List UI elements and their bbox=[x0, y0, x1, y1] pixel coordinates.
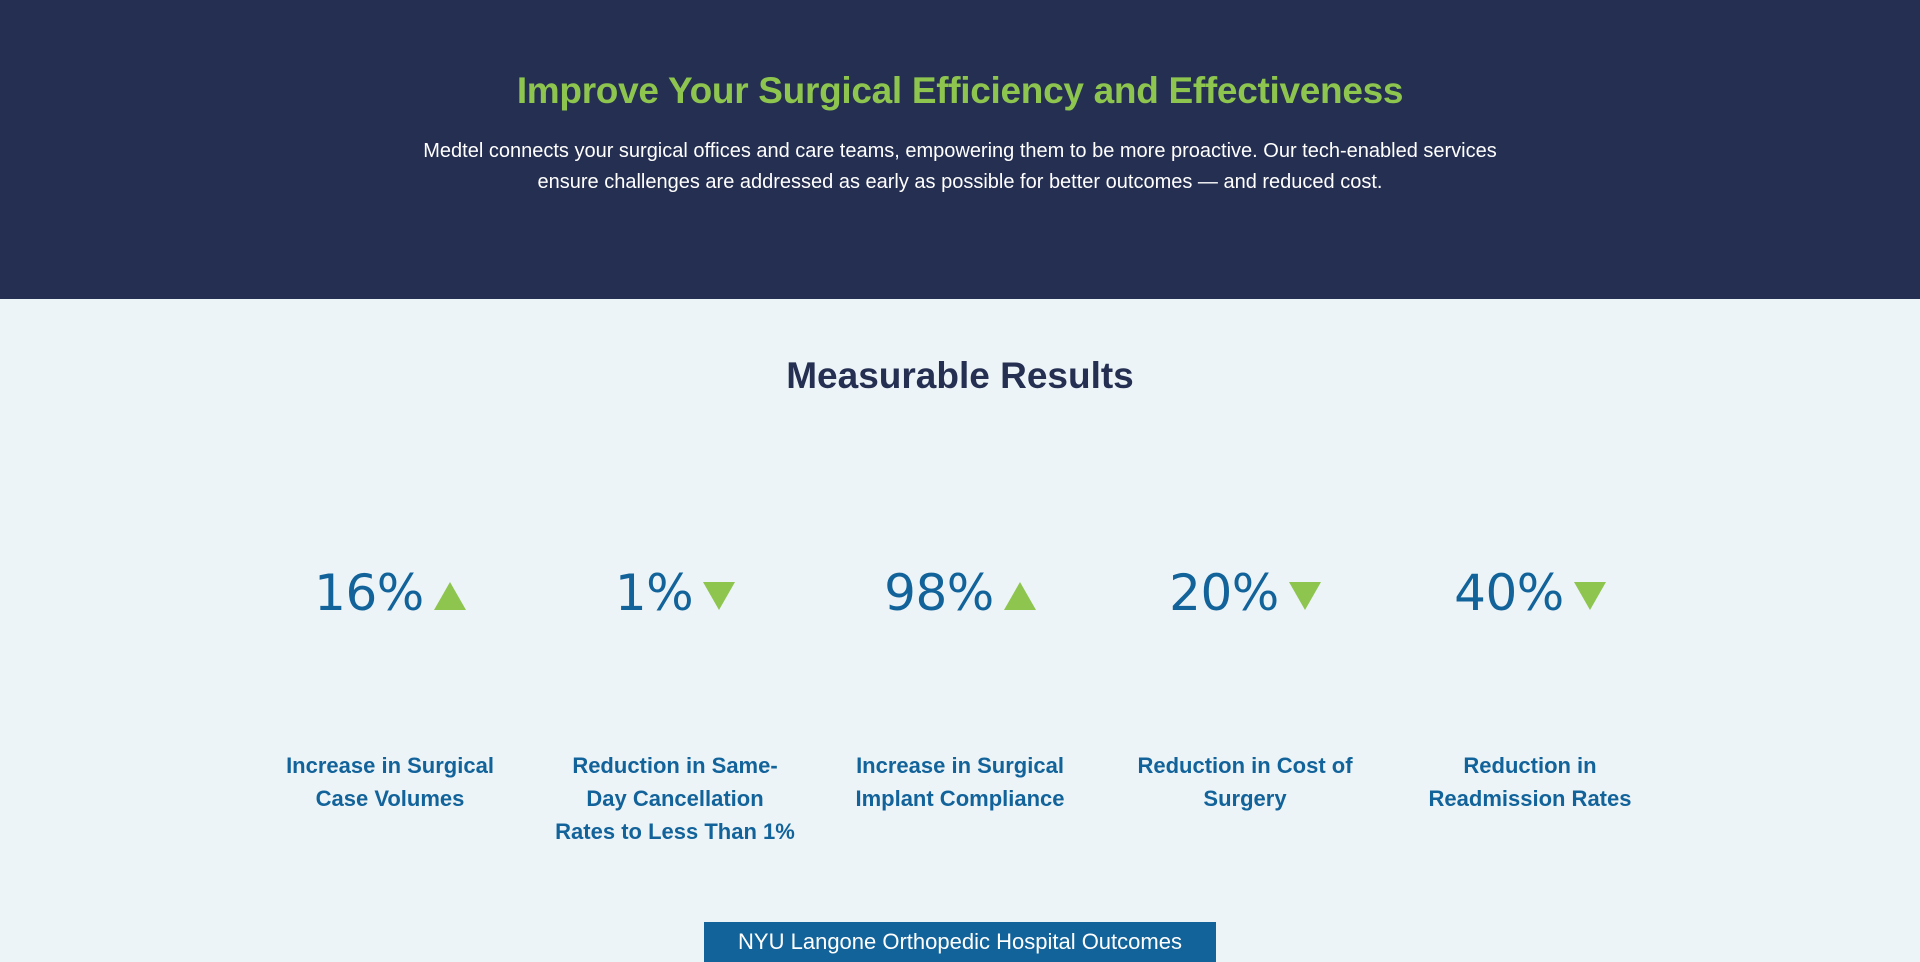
stat-value: 16% bbox=[314, 564, 424, 622]
stat-value-row: 40% bbox=[1410, 563, 1650, 623]
results-title: Measurable Results bbox=[786, 355, 1134, 396]
stat-label: Reduction in Same-Day Cancellation Rates… bbox=[555, 753, 795, 844]
stat-label: Increase in Surgical Case Volumes bbox=[286, 753, 494, 811]
stat-label: Reduction in Readmission Rates bbox=[1428, 753, 1632, 811]
arrow-up-icon bbox=[433, 582, 466, 610]
stat-value: 1% bbox=[614, 564, 694, 622]
stat-value-row: 98% bbox=[840, 563, 1080, 623]
results-section: Measurable Results 16% Increase in Surgi… bbox=[0, 299, 1920, 962]
stat-value-row: 1% bbox=[555, 563, 795, 623]
stat-value: 20% bbox=[1169, 564, 1279, 622]
stat-label: Increase in Surgical Implant Compliance bbox=[855, 753, 1065, 811]
arrow-up-icon bbox=[1003, 582, 1036, 610]
stat-value-row: 16% bbox=[270, 563, 510, 623]
stat-label: Reduction in Cost of Surgery bbox=[1137, 753, 1353, 811]
stat-value-row: 20% bbox=[1125, 563, 1365, 623]
stat-value: 98% bbox=[884, 564, 994, 622]
stat-value: 40% bbox=[1454, 564, 1564, 622]
hero-description: Medtel connects your surgical offices an… bbox=[423, 140, 1497, 193]
arrow-down-icon bbox=[703, 582, 736, 610]
outcomes-button[interactable]: NYU Langone Orthopedic Hospital Outcomes bbox=[704, 922, 1216, 962]
arrow-down-icon bbox=[1288, 582, 1321, 610]
hero-section: Improve Your Surgical Efficiency and Eff… bbox=[0, 0, 1920, 299]
arrow-down-icon bbox=[1573, 582, 1606, 610]
hero-title: Improve Your Surgical Efficiency and Eff… bbox=[516, 70, 1404, 111]
